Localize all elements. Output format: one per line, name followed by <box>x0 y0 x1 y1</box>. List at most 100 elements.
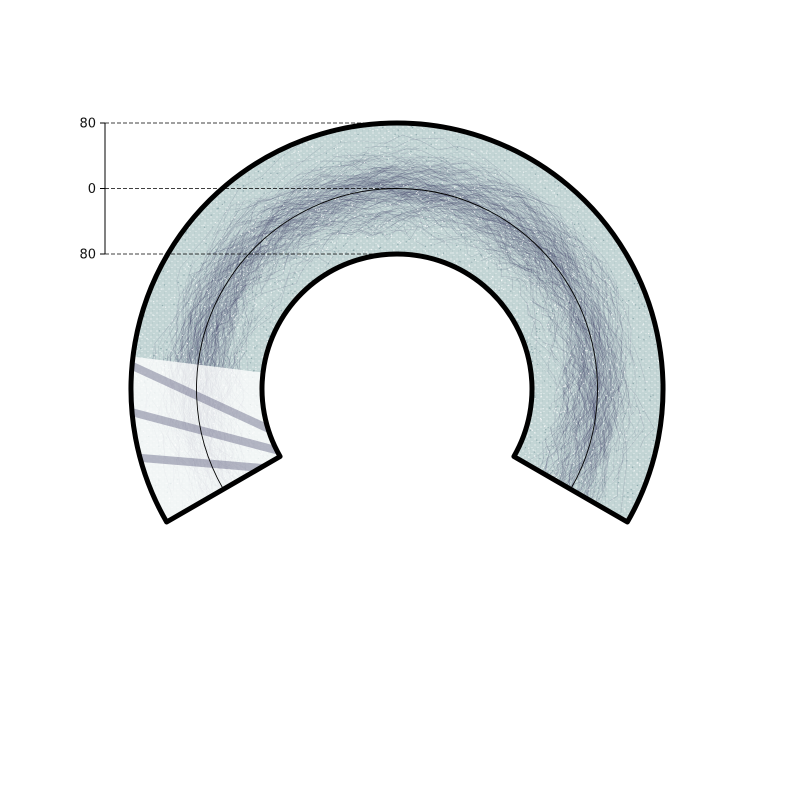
speckle-point <box>573 309 575 312</box>
speckle-point <box>577 207 579 210</box>
speckle-point <box>242 313 244 316</box>
density-trace <box>590 340 627 473</box>
speckle-point <box>294 290 296 293</box>
density-trace <box>375 180 481 197</box>
speckle-point <box>588 349 591 351</box>
density-trace <box>196 278 219 380</box>
speckle-point <box>565 328 567 330</box>
speckle-point <box>507 255 509 257</box>
speckle-point <box>602 477 604 479</box>
density-trace <box>593 392 629 493</box>
speckle-point <box>539 458 541 460</box>
density-trace <box>484 224 540 252</box>
speckle-point <box>580 387 582 389</box>
density-trace <box>589 284 602 403</box>
density-trace <box>583 296 617 429</box>
density-trace <box>266 188 299 201</box>
density-trace <box>576 336 591 431</box>
speckle-point <box>573 433 575 435</box>
density-trace <box>420 202 511 233</box>
density-trace <box>615 389 626 431</box>
speckle-point <box>580 420 583 423</box>
speckle-point <box>531 346 533 348</box>
speckle-point <box>574 299 576 301</box>
density-trace <box>546 401 578 482</box>
density-trace <box>556 485 570 523</box>
speckle-point <box>627 326 629 328</box>
density-trace <box>196 271 208 314</box>
speckle-point <box>487 254 489 257</box>
speckle-point <box>528 456 530 459</box>
speckle-point <box>578 273 580 275</box>
speckle-point <box>405 201 407 203</box>
density-trace <box>221 220 267 250</box>
density-trace <box>186 251 258 363</box>
speckle-point <box>428 161 430 164</box>
speckle-point <box>446 173 449 176</box>
density-trace <box>256 239 273 282</box>
speckle-point <box>472 191 474 193</box>
density-trace <box>216 278 250 356</box>
density-trace <box>421 192 484 210</box>
speckle-point <box>500 266 502 269</box>
speckle-point <box>568 229 570 231</box>
density-trace <box>181 250 244 349</box>
density-trace <box>478 223 566 264</box>
speckle-point <box>558 285 560 288</box>
speckle-point <box>477 185 479 187</box>
density-trace <box>359 176 486 208</box>
density-trace <box>400 155 457 174</box>
speckle-point <box>441 253 444 256</box>
density-trace <box>407 155 516 196</box>
density-trace <box>289 172 411 207</box>
density-trace <box>237 246 263 289</box>
density-trace <box>298 172 374 198</box>
density-trace <box>529 217 608 306</box>
speckle-point <box>650 395 652 398</box>
speckle-point <box>625 434 627 437</box>
density-trace <box>219 266 261 331</box>
density-trace <box>564 269 600 391</box>
density-trace <box>233 258 279 300</box>
speckle-point <box>429 165 431 168</box>
speckle-point <box>572 346 574 348</box>
density-trace <box>256 255 307 266</box>
density-trace <box>325 164 446 188</box>
density-trace <box>266 216 341 276</box>
speckle-point <box>265 329 268 331</box>
density-trace <box>364 210 427 237</box>
density-trace <box>412 195 450 214</box>
density-trace <box>221 209 320 292</box>
speckle-point <box>404 143 406 145</box>
speckle-point <box>559 233 562 236</box>
density-trace <box>487 242 552 329</box>
speckle-point <box>203 226 206 228</box>
speckle-point <box>564 433 566 435</box>
density-trace <box>208 321 237 367</box>
density-trace <box>281 211 341 262</box>
density-trace <box>183 266 220 301</box>
density-trace <box>215 197 267 236</box>
density-trace <box>508 206 554 256</box>
speckle-point <box>574 391 577 393</box>
density-trace <box>563 316 582 371</box>
density-trace <box>587 422 605 475</box>
density-trace <box>547 258 564 287</box>
density-trace <box>440 224 480 234</box>
density-trace <box>434 178 517 212</box>
density-trace <box>431 169 504 193</box>
speckle-point <box>206 289 208 292</box>
density-trace <box>432 175 509 212</box>
density-trace <box>483 210 540 224</box>
speckle-point <box>238 323 240 326</box>
speckle-point <box>277 290 279 292</box>
density-trace <box>515 252 603 348</box>
density-trace <box>288 226 295 265</box>
density-trace <box>300 203 373 226</box>
density-trace <box>590 375 612 415</box>
speckle-point <box>218 272 221 274</box>
speckle-point <box>484 173 486 175</box>
density-trace <box>561 299 573 349</box>
speckle-point <box>610 377 613 379</box>
density-trace <box>322 210 398 228</box>
